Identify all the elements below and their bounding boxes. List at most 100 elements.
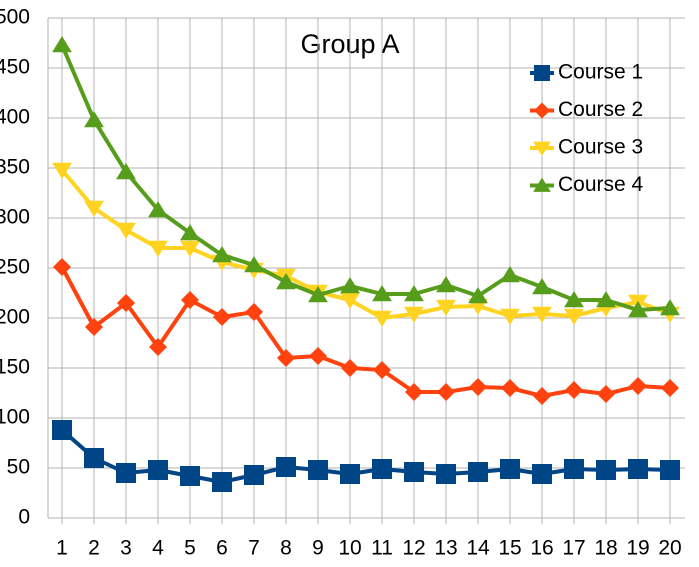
x-tick-label: 6 [216,537,228,560]
y-tick-label: 450 [0,56,30,79]
legend-label: Course 2 [558,98,643,121]
data-point [372,285,392,302]
data-point [469,378,487,396]
data-point [628,301,648,318]
data-point [629,377,647,395]
legend-marker [533,141,551,156]
data-point [405,383,423,401]
data-point [565,381,583,399]
data-point [148,201,168,218]
y-tick-label: 500 [0,6,30,29]
data-point [340,464,360,484]
data-point [437,383,455,401]
data-point [372,459,392,479]
data-point [404,306,424,323]
x-tick-label: 3 [120,537,132,560]
x-tick-label: 8 [280,537,292,560]
data-point [628,459,648,479]
x-tick-label: 14 [466,537,490,560]
data-point [84,200,104,217]
y-tick-label: 50 [7,456,30,479]
x-tick-label: 9 [312,537,324,560]
data-point [500,266,520,283]
y-tick-label: 350 [0,156,30,179]
x-tick-label: 11 [371,537,393,560]
y-tick-label: 300 [0,206,30,229]
data-point [340,292,360,309]
legend: Course 1 Course 2 Course 3 Course 4 [530,61,644,196]
legend-label: Course 1 [558,61,643,84]
data-point [212,472,232,492]
data-point [149,338,167,356]
data-point [116,222,136,239]
legend-marker [534,65,550,81]
data-point [532,464,552,484]
x-tick-label: 18 [594,537,617,560]
x-tick-label: 10 [338,537,361,560]
y-tick-label: 400 [0,106,30,129]
series-line [60,266,671,398]
data-point [52,420,72,440]
data-point [309,347,327,365]
data-point [404,462,424,482]
data-point [213,308,231,326]
data-point [436,276,456,293]
data-point [52,162,72,179]
x-tick-label: 16 [530,537,553,560]
data-point [341,359,359,377]
data-point [436,299,456,316]
data-point [372,310,392,327]
x-tick-label: 7 [248,537,260,560]
data-point [533,387,551,405]
data-point [245,303,263,321]
data-point [276,273,296,290]
data-point [532,306,552,323]
y-tick-label: 0 [18,506,30,529]
data-point [660,299,680,316]
x-tick-label: 20 [658,537,681,560]
data-point [596,460,616,480]
y-tick-label: 150 [0,356,30,379]
data-point [468,287,488,304]
data-point [660,460,680,480]
x-tick-label: 5 [184,537,196,560]
data-point [564,291,584,308]
data-point [340,277,360,294]
legend-marker [534,102,550,119]
y-tick-label: 250 [0,256,30,279]
data-point [277,349,295,367]
data-point [436,464,456,484]
data-point [116,463,136,483]
data-point [500,459,520,479]
y-tick-label: 200 [0,306,30,329]
data-point [244,256,264,273]
data-point [180,224,200,241]
data-point [181,291,199,309]
data-point [85,318,103,336]
data-point [373,361,391,379]
data-point [404,285,424,302]
data-point [52,36,72,53]
data-point [148,240,168,257]
grid [48,17,685,519]
data-point [661,379,679,397]
data-point [84,448,104,468]
data-point [564,459,584,479]
x-tick-label: 19 [626,537,649,560]
data-point [212,246,232,263]
y-tick-label: 100 [0,406,30,429]
data-point [244,465,264,485]
data-point [532,278,552,295]
data-point [116,163,136,180]
x-tick-label: 2 [88,537,100,560]
x-tick-label: 15 [498,537,521,560]
data-point [180,466,200,486]
x-tick-label: 17 [562,537,585,560]
data-point [596,291,616,308]
data-point [84,111,104,128]
x-tick-label: 13 [434,537,457,560]
data-point [308,286,328,303]
x-tick-label: 1 [56,537,68,560]
x-tick-label: 12 [402,537,425,560]
